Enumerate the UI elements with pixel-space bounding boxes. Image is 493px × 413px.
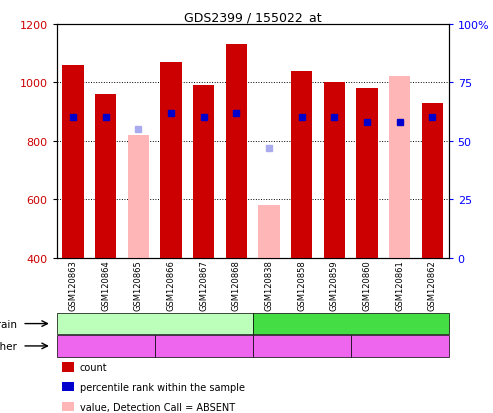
Bar [258, 206, 280, 258]
Text: population 2: population 2 [173, 341, 234, 351]
Bar [356, 89, 378, 258]
Bar [291, 71, 312, 258]
Bar [226, 45, 247, 258]
Bar [160, 63, 181, 258]
Bar [128, 135, 149, 258]
Bar [324, 83, 345, 258]
Text: other: other [0, 341, 17, 351]
Bar [95, 95, 116, 258]
Bar [193, 86, 214, 258]
Bar [422, 104, 443, 258]
Text: value, Detection Call = ABSENT: value, Detection Call = ABSENT [80, 402, 235, 412]
Text: selected for aggressive behavior: selected for aggressive behavior [271, 319, 430, 329]
Text: population 1: population 1 [75, 341, 137, 351]
Bar [389, 77, 410, 258]
Text: count: count [80, 362, 107, 372]
Text: population 3: population 3 [271, 341, 332, 351]
Bar [63, 66, 84, 258]
Title: GDS2399 / 155022_at: GDS2399 / 155022_at [184, 11, 321, 24]
Text: reference: reference [132, 319, 178, 329]
Text: population 4: population 4 [369, 341, 430, 351]
Text: strain: strain [0, 319, 17, 329]
Text: percentile rank within the sample: percentile rank within the sample [80, 382, 245, 392]
